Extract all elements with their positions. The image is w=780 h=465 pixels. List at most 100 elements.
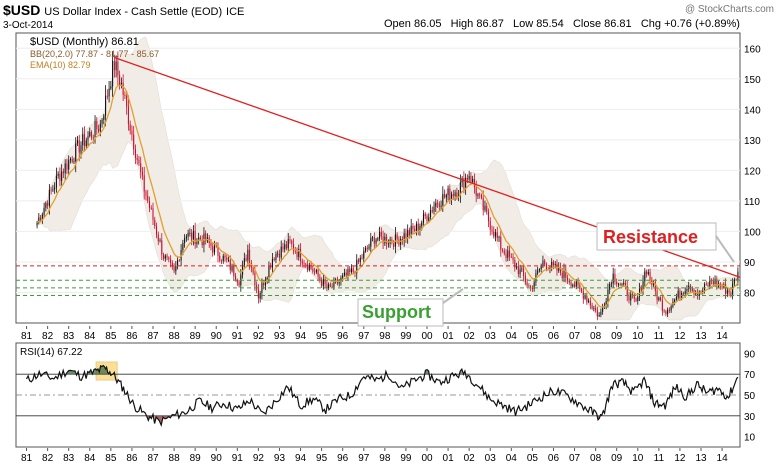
candle-body bbox=[682, 292, 684, 294]
candle-body bbox=[154, 219, 156, 227]
candle-body bbox=[528, 285, 530, 287]
candle-body bbox=[278, 253, 281, 258]
candle-body bbox=[524, 276, 526, 283]
rsi-y-tick-label: 30 bbox=[744, 412, 756, 423]
price-panel: 80 90 100 110 120 130 140 150 160 81 82 83 84 85 86 87… bbox=[15, 32, 761, 342]
candle-body bbox=[442, 194, 444, 206]
candle-body bbox=[328, 284, 330, 289]
candle-body bbox=[379, 231, 381, 239]
x-tick-label: 12 bbox=[674, 331, 686, 342]
candle-body bbox=[616, 281, 618, 285]
candle-body bbox=[533, 282, 535, 290]
x-tick-label: 98 bbox=[379, 453, 391, 464]
x-tick-label: 06 bbox=[548, 453, 560, 464]
candle-body bbox=[591, 305, 593, 309]
candle-body bbox=[245, 258, 247, 261]
candle-body bbox=[231, 265, 233, 271]
candle-body bbox=[196, 239, 198, 245]
candle-body bbox=[566, 277, 569, 281]
candle-body bbox=[638, 286, 641, 297]
candle-body bbox=[589, 300, 591, 306]
candle-body bbox=[373, 237, 375, 244]
candle-body bbox=[298, 248, 300, 258]
candle-body bbox=[417, 223, 419, 231]
candle-body bbox=[436, 203, 439, 204]
candle-body bbox=[57, 173, 59, 176]
candle-body bbox=[52, 189, 54, 191]
candle-body bbox=[242, 264, 244, 275]
candle-body bbox=[226, 257, 228, 260]
candle-body bbox=[280, 246, 282, 258]
x-tick-label: 85 bbox=[105, 453, 117, 464]
candle-body bbox=[551, 261, 553, 268]
candle-body bbox=[307, 264, 309, 270]
candle-body bbox=[630, 293, 632, 301]
candle-body bbox=[514, 260, 516, 268]
candle-body bbox=[674, 299, 676, 302]
rsi-y-tick-label: 50 bbox=[744, 391, 756, 402]
candle-body bbox=[419, 225, 421, 231]
x-tick-label: 98 bbox=[379, 331, 391, 342]
candle-body bbox=[619, 283, 621, 285]
candle-body bbox=[595, 308, 597, 311]
candle-body bbox=[579, 284, 581, 289]
candle-body bbox=[352, 268, 354, 272]
x-tick-label: 07 bbox=[569, 453, 581, 464]
candle-body bbox=[635, 298, 637, 301]
support-label: Support bbox=[362, 302, 431, 322]
candle-body bbox=[66, 163, 68, 170]
candle-body bbox=[451, 194, 453, 200]
candle-body bbox=[345, 272, 347, 276]
candle-body bbox=[134, 149, 136, 158]
candle-body bbox=[484, 205, 486, 211]
price-x-axis: 81 82 83 84 85 86 87 88 89 90 91 92 93 94 95 96 97 98 99 00… bbox=[21, 326, 728, 342]
candle-body bbox=[89, 132, 91, 137]
candle-body bbox=[696, 292, 699, 296]
candle-body bbox=[393, 242, 395, 247]
candle-body bbox=[444, 194, 446, 198]
candle-body bbox=[530, 286, 532, 288]
x-tick-label: 96 bbox=[337, 453, 349, 464]
x-tick-label: 01 bbox=[443, 453, 455, 464]
price-y-axis: 80 90 100 110 120 130 140 150 160 bbox=[744, 44, 761, 299]
candle-body bbox=[505, 253, 507, 258]
candle-body bbox=[572, 284, 574, 287]
candle-body bbox=[161, 240, 163, 255]
x-tick-label: 02 bbox=[464, 453, 476, 464]
x-tick-label: 02 bbox=[464, 331, 476, 342]
candle-body bbox=[338, 281, 340, 284]
rsi-y-tick-label: 90 bbox=[744, 349, 756, 360]
candle-body bbox=[321, 280, 323, 286]
x-tick-label: 86 bbox=[126, 331, 138, 342]
candle-body bbox=[661, 300, 663, 311]
rsi-x-axis: 81 82 83 84 85 86 87 88 89 90 91 92 93 94 95 96 97 98 99 00… bbox=[21, 448, 728, 464]
candle-body bbox=[305, 263, 307, 265]
candle-body bbox=[695, 292, 697, 295]
candle-body bbox=[266, 277, 268, 281]
candle-body bbox=[254, 272, 256, 286]
candle-body bbox=[340, 277, 342, 282]
x-tick-label: 91 bbox=[232, 453, 244, 464]
candle-body bbox=[284, 244, 286, 250]
x-tick-label: 93 bbox=[274, 453, 286, 464]
candle-body bbox=[405, 233, 407, 239]
candle-body bbox=[73, 161, 75, 163]
candle-body bbox=[494, 232, 497, 237]
legend-ema: EMA(10) 82.79 bbox=[30, 60, 91, 70]
support-arrow bbox=[442, 288, 464, 304]
candle-body bbox=[386, 236, 388, 244]
candle-body bbox=[83, 134, 86, 147]
candle-body bbox=[184, 238, 186, 243]
candle-body bbox=[668, 309, 670, 311]
candle-body bbox=[229, 259, 231, 271]
candle-body bbox=[315, 269, 317, 273]
candle-body bbox=[224, 255, 226, 258]
candle-body bbox=[322, 279, 324, 286]
candle-body bbox=[707, 284, 709, 287]
candle-body bbox=[199, 237, 201, 240]
candle-body bbox=[78, 140, 80, 153]
candle-body bbox=[445, 194, 447, 198]
candle-body bbox=[235, 276, 237, 281]
candle-body bbox=[458, 194, 460, 198]
